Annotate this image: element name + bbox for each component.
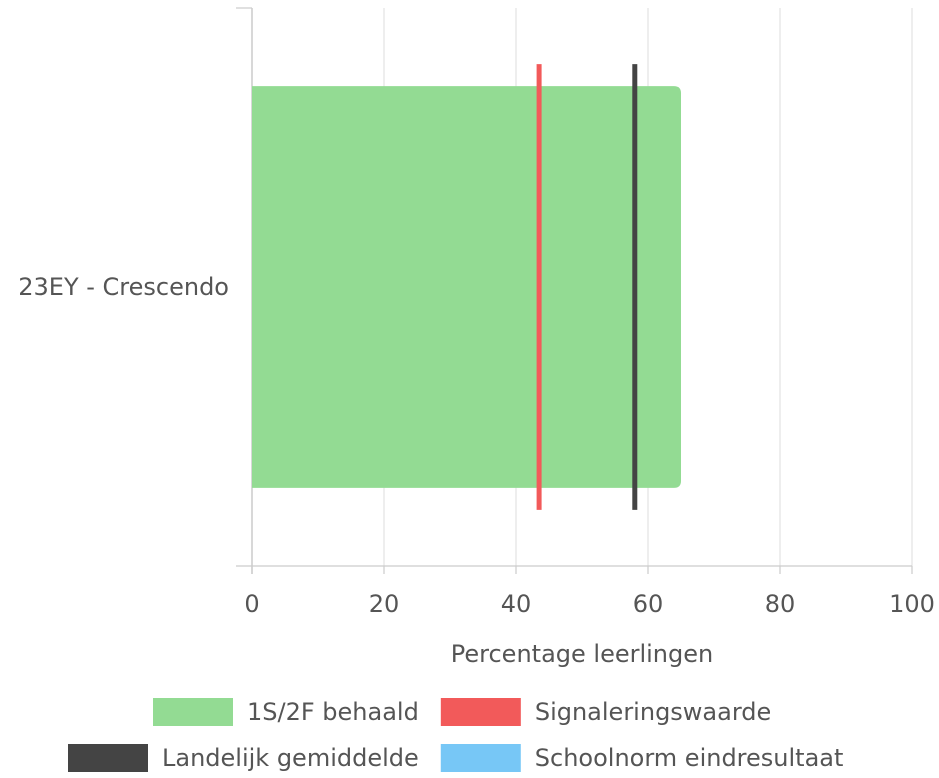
legend-swatch bbox=[153, 698, 233, 726]
legend-label: Signaleringswaarde bbox=[535, 698, 771, 726]
bar bbox=[252, 86, 681, 488]
legend-swatch bbox=[68, 744, 148, 772]
legend-swatch bbox=[440, 744, 521, 772]
legend-swatch bbox=[440, 698, 521, 726]
x-axis-title: Percentage leerlingen bbox=[451, 640, 713, 668]
legend-label: 1S/2F behaald bbox=[247, 698, 419, 726]
x-tick-labels: 0 20 40 60 80 100 bbox=[244, 590, 935, 618]
reference-lines bbox=[536, 64, 638, 510]
legend-item: Schoolnorm eindresultaat bbox=[440, 744, 844, 772]
legend: 1S/2F behaald Signaleringswaarde Landelijk… bbox=[68, 698, 843, 772]
x-tick-label: 60 bbox=[633, 590, 664, 618]
x-tick-label: 0 bbox=[244, 590, 259, 618]
y-category-labels: 23EY - Crescendo bbox=[18, 273, 229, 301]
legend-item: Landelijk gemiddelde bbox=[68, 744, 419, 772]
y-category-label: 23EY - Crescendo bbox=[18, 273, 229, 301]
legend-label: Schoolnorm eindresultaat bbox=[535, 744, 844, 772]
x-tick-label: 40 bbox=[501, 590, 532, 618]
legend-item: 1S/2F behaald bbox=[153, 698, 419, 726]
legend-item: Signaleringswaarde bbox=[440, 698, 771, 726]
x-tick-label: 80 bbox=[765, 590, 796, 618]
x-tick-label: 100 bbox=[889, 590, 935, 618]
legend-label: Landelijk gemiddelde bbox=[162, 744, 419, 772]
x-tick-label: 20 bbox=[369, 590, 400, 618]
bars bbox=[252, 86, 681, 488]
